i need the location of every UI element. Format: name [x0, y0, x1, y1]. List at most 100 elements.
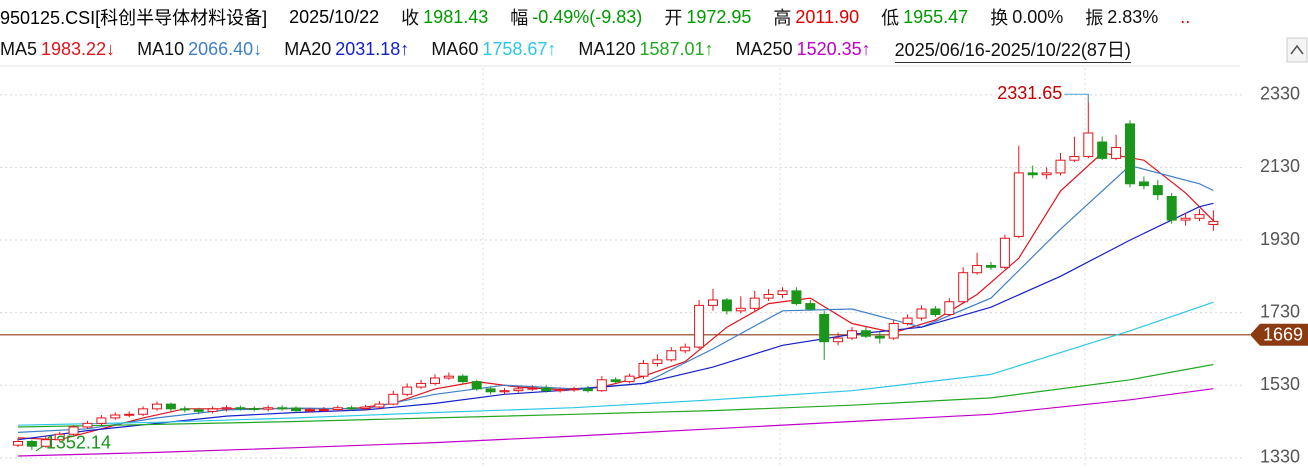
field-value: -0.49%(-9.83)	[532, 6, 643, 27]
candle-body	[1194, 214, 1205, 219]
y-tick-label: 1730	[1260, 301, 1300, 321]
candle-body	[1069, 156, 1080, 161]
dropdown-button[interactable]	[1286, 37, 1308, 63]
candle-body	[263, 407, 274, 410]
candle-body	[193, 409, 204, 412]
candle-body	[958, 272, 969, 303]
truncated-text: ..	[1180, 6, 1191, 27]
ma-name: MA250	[735, 38, 793, 59]
candle-body	[1180, 217, 1191, 221]
candle-body	[735, 307, 746, 312]
candle-body	[1041, 172, 1052, 176]
dropdown-chevron	[1290, 44, 1304, 55]
field-label: 高	[773, 8, 792, 28]
quote-row: 950125.CSI[科创半导体材料设备] 2025/10/22 收 1981.4…	[0, 2, 1194, 32]
ma-line	[17, 301, 1214, 426]
candle-body	[235, 407, 246, 410]
candle-body	[374, 403, 385, 408]
candle-body	[1083, 132, 1094, 158]
ma-name: MA60	[431, 38, 479, 59]
candle-body	[277, 407, 288, 410]
annotation-line	[35, 445, 45, 452]
candle-body	[249, 407, 260, 410]
candle-body	[485, 388, 496, 393]
candle-body	[513, 388, 524, 392]
candle-body	[346, 407, 357, 410]
candle-body	[82, 422, 93, 428]
candle-body	[721, 299, 732, 312]
candle-body	[1097, 141, 1108, 159]
candle-body	[902, 317, 913, 325]
y-tick-label: 1530	[1260, 374, 1300, 394]
candle-body	[777, 290, 788, 295]
candle-body	[652, 359, 663, 364]
ma-name: MA20	[284, 38, 332, 59]
candle-body	[1111, 146, 1122, 159]
candle-body	[1027, 172, 1038, 176]
candle-body	[874, 335, 885, 339]
candle-body	[40, 439, 51, 447]
candle-body	[1166, 195, 1177, 221]
candle-body	[291, 407, 301, 412]
field-label: 低	[881, 8, 900, 28]
candle-body	[1208, 220, 1219, 225]
candle-body	[972, 264, 983, 274]
field-value: 2011.90	[795, 6, 860, 27]
ma-row: MA5 1983.22↓ MA10 2066.40↓ MA20 2031.18↑ MA60 1…	[0, 34, 1135, 64]
quote-date: 2025/10/22	[289, 6, 380, 27]
candle-body	[360, 406, 371, 409]
annotation-line	[1064, 93, 1089, 103]
field-value: 1972.95	[686, 6, 752, 27]
ma-line	[17, 202, 1214, 441]
y-tick-label: 2130	[1260, 156, 1300, 176]
candle-body	[332, 407, 343, 411]
date-range[interactable]: 2025/06/16-2025/10/22(87日)	[894, 36, 1131, 63]
candle-body	[96, 417, 107, 424]
ma-value: 1520.35↑	[796, 38, 871, 59]
candle-body	[1152, 185, 1163, 196]
candle-body	[541, 387, 552, 392]
candle-body	[179, 408, 190, 411]
ma-value: 1587.01↑	[639, 38, 714, 59]
ma-value: 1758.67↑	[482, 38, 557, 59]
field-label: 收	[401, 8, 420, 28]
ma-name: MA5	[0, 38, 38, 59]
y-tick-label: 1330	[1260, 447, 1300, 467]
candle-body	[916, 308, 927, 319]
candle-body	[860, 330, 871, 337]
ma-name: MA120	[578, 38, 636, 59]
candle-body	[638, 362, 649, 377]
candle-body	[708, 299, 718, 306]
index-code: 950125.CSI[科创半导体材料设备]	[0, 8, 268, 28]
candle-body	[138, 408, 149, 415]
candle-body	[930, 308, 941, 315]
candle-body	[165, 403, 176, 410]
price-tag-label: 1669	[1263, 325, 1303, 345]
field-value: 2.83%	[1107, 6, 1159, 27]
candle-body	[471, 381, 482, 390]
candle-body	[457, 375, 468, 383]
candle-body	[54, 433, 65, 441]
candle-body	[666, 350, 677, 361]
candle-body	[207, 408, 218, 412]
candle-body	[1055, 159, 1066, 174]
candle-body	[888, 323, 899, 339]
ma-value: 1983.22↓	[41, 38, 116, 59]
ma-value: 2066.40↓	[188, 38, 263, 59]
candle-body	[26, 441, 37, 447]
candle-body	[318, 409, 329, 412]
candle-body	[402, 386, 413, 395]
candle-body	[819, 313, 830, 343]
annotation: 2331.65	[997, 83, 1062, 103]
candle-body	[430, 377, 440, 384]
price-tag	[1250, 323, 1308, 346]
ma-line	[17, 388, 1214, 457]
candle-body	[624, 375, 635, 383]
candle-body	[847, 330, 857, 339]
field-label: 换	[990, 8, 1009, 28]
candle-body	[944, 301, 955, 315]
candle-body	[569, 388, 579, 391]
candle-body	[833, 337, 844, 343]
candle-body	[388, 393, 399, 405]
